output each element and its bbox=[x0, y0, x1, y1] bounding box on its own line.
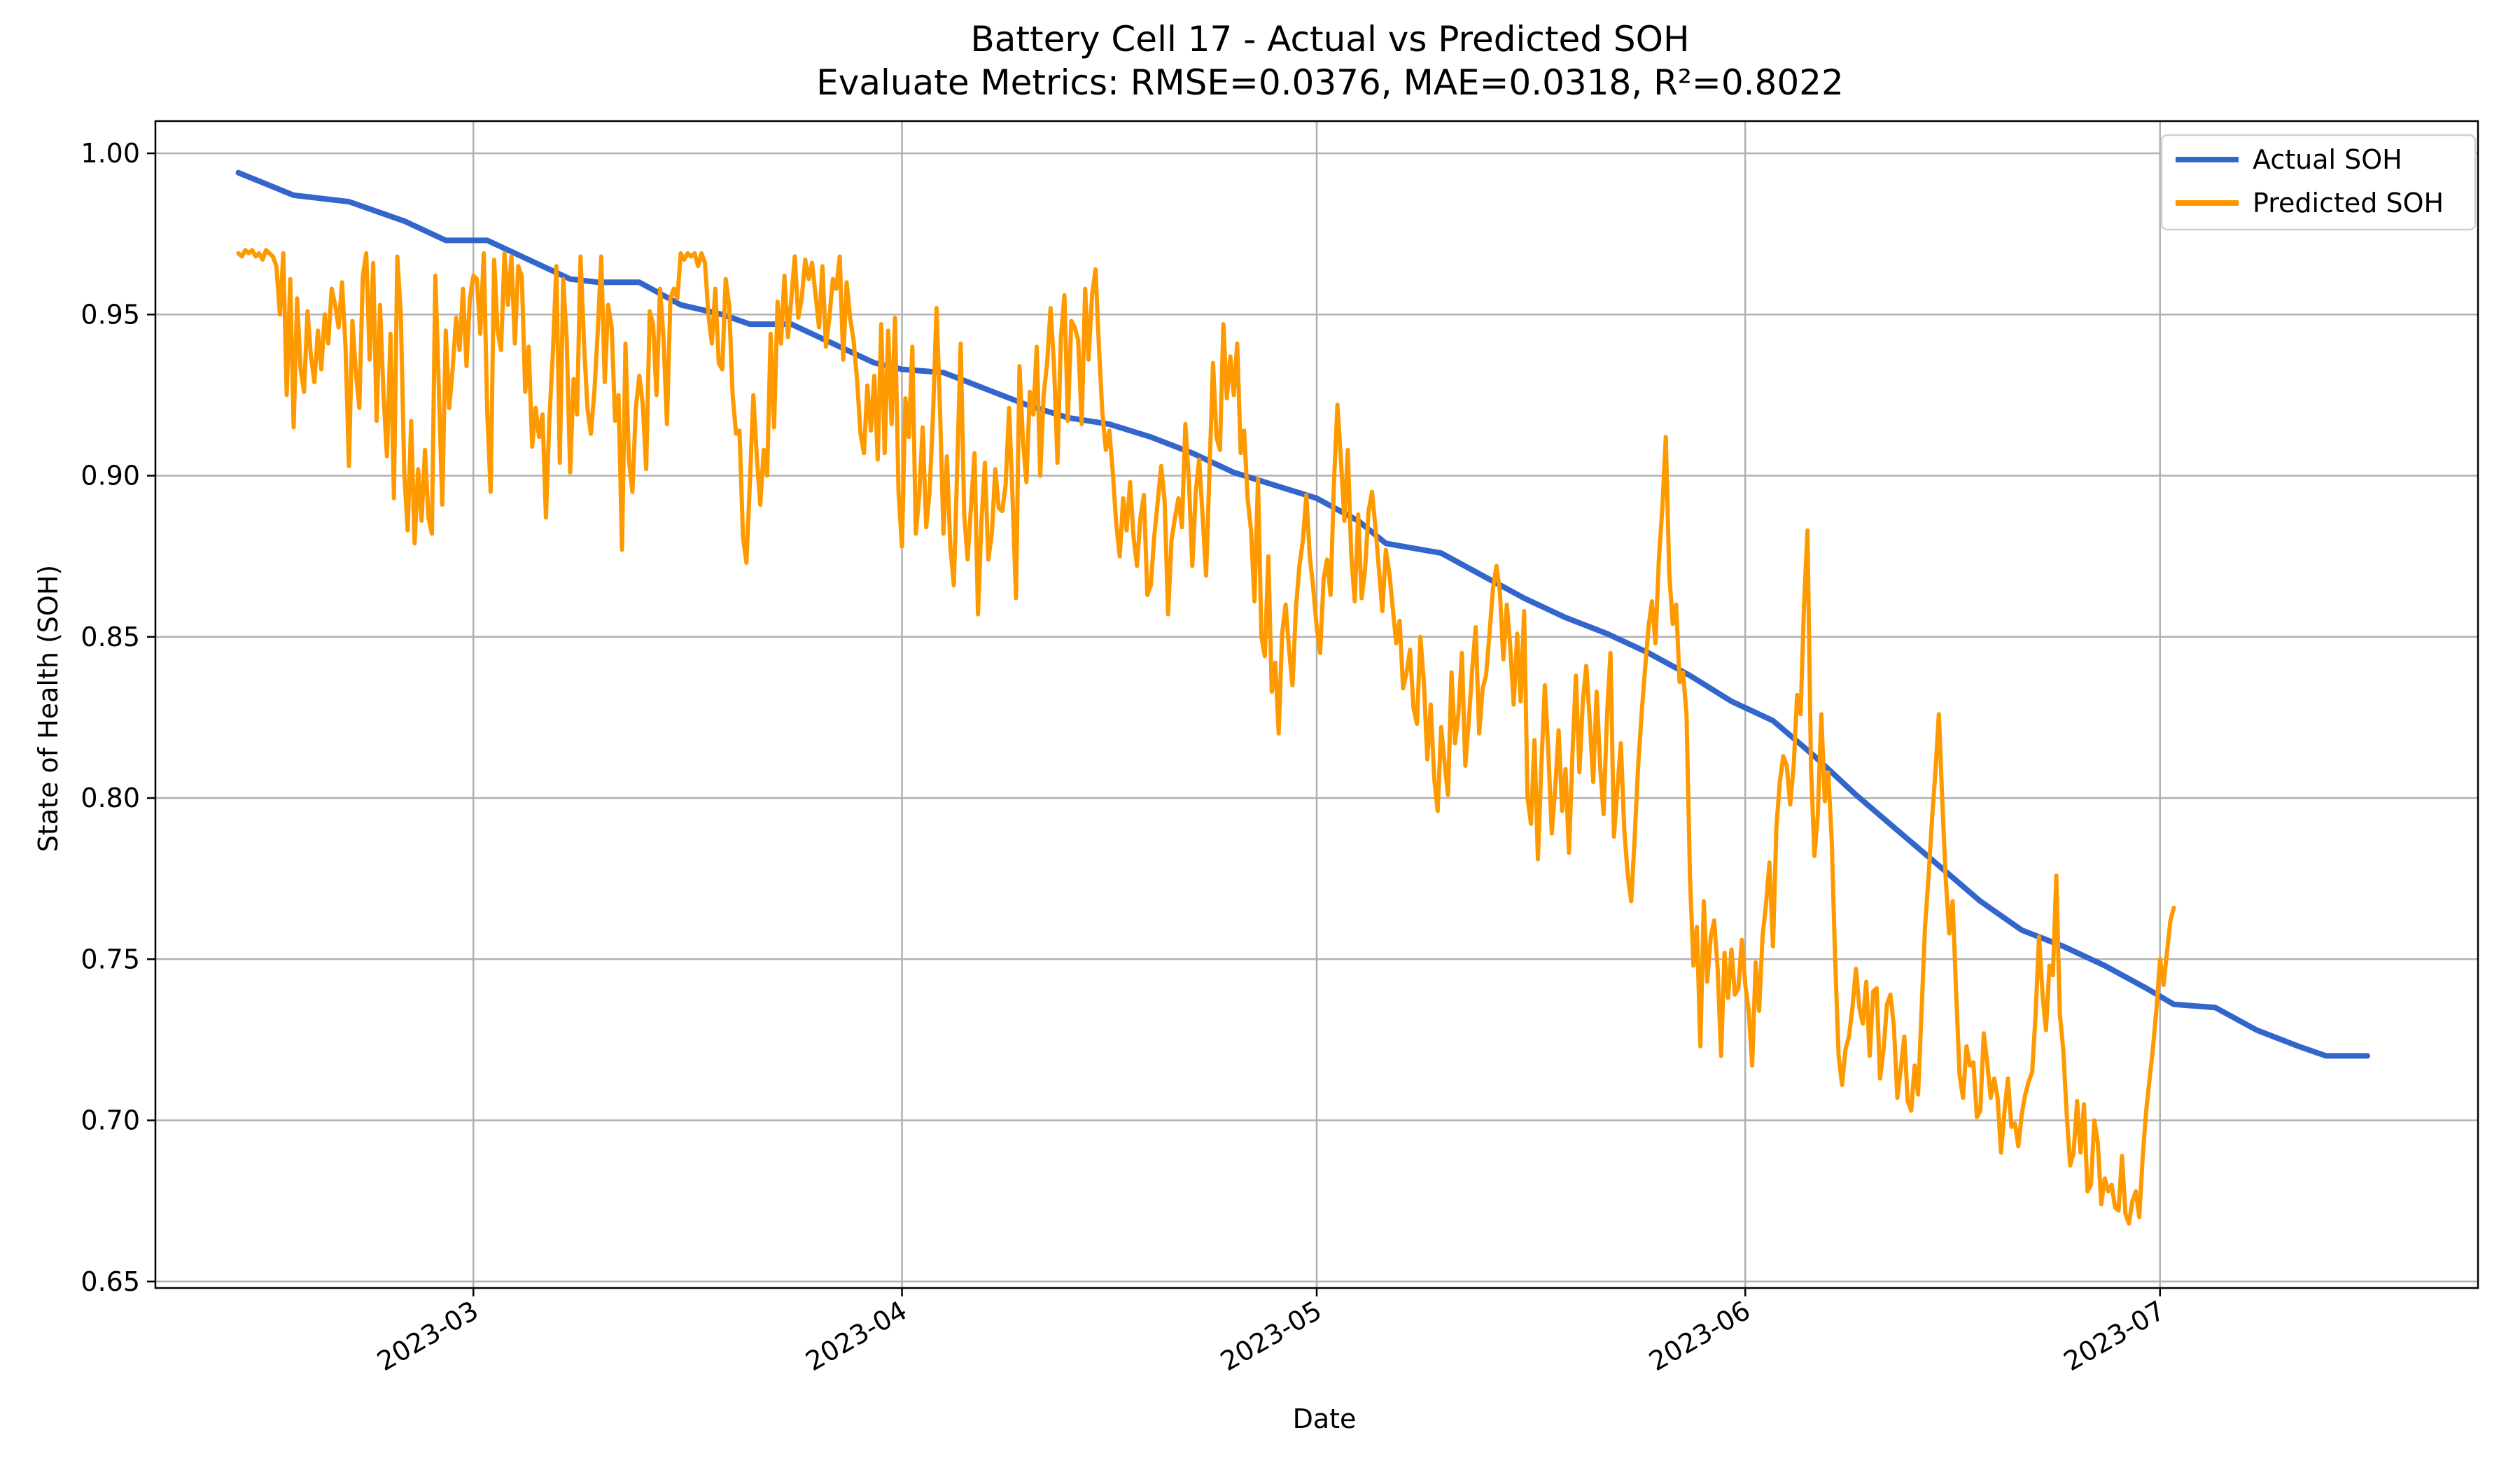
y-tick-label: 0.65 bbox=[80, 1266, 140, 1297]
y-tick-label: 0.85 bbox=[80, 622, 140, 652]
predicted-soh-line bbox=[236, 248, 2176, 1226]
legend: Actual SOH Predicted SOH bbox=[2160, 134, 2477, 231]
x-axis-label: Date bbox=[1293, 1404, 1357, 1434]
chart-subtitle: Evaluate Metrics: RMSE=0.0376, MAE=0.031… bbox=[816, 62, 1844, 103]
y-axis-label: State of Health (SOH) bbox=[33, 565, 64, 853]
chart-title: Battery Cell 17 - Actual vs Predicted SO… bbox=[970, 19, 1689, 59]
y-tick-label: 0.80 bbox=[80, 783, 140, 813]
series-group bbox=[235, 169, 2370, 1226]
y-tick-label: 1.00 bbox=[80, 138, 140, 169]
y-axis: 0.65 0.70 0.75 0.80 0.85 0.90 0.95 1.00 bbox=[80, 138, 155, 1297]
legend-label-actual: Actual SOH bbox=[2253, 144, 2402, 175]
actual-soh-line bbox=[235, 169, 2370, 1059]
legend-label-predicted: Predicted SOH bbox=[2253, 188, 2444, 218]
y-tick-label: 0.70 bbox=[80, 1105, 140, 1136]
y-tick-label: 0.75 bbox=[80, 944, 140, 974]
y-tick-label: 0.90 bbox=[80, 461, 140, 491]
legend-box bbox=[2160, 134, 2477, 231]
y-tick-label: 0.95 bbox=[80, 299, 140, 330]
